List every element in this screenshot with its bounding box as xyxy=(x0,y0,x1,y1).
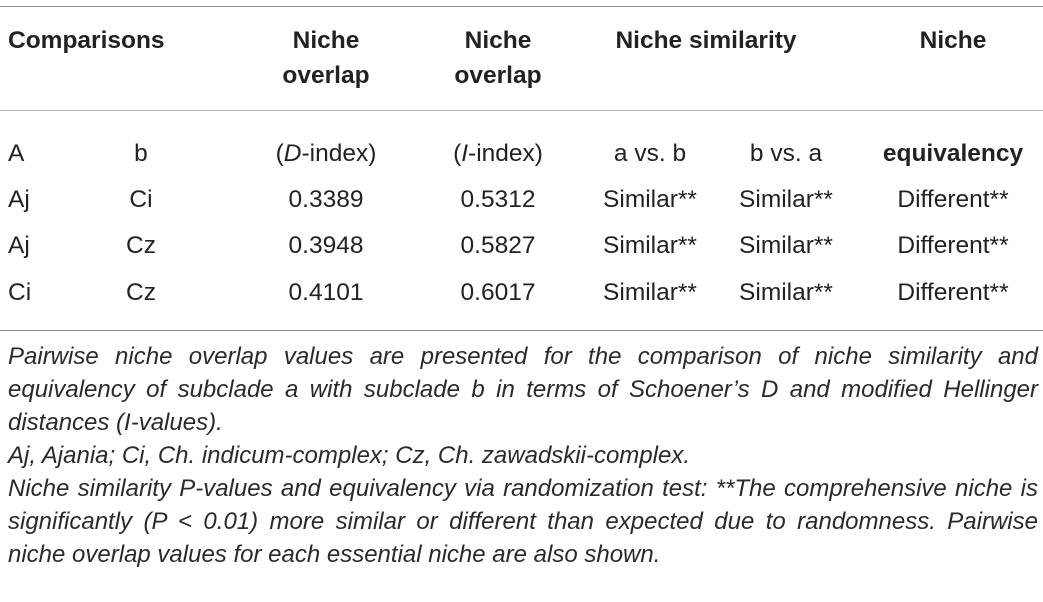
table-row-3-equiv: Different** xyxy=(897,279,1009,306)
subheader-a-vs-b: a vs. b xyxy=(613,140,687,167)
table-row-3-sim-ab: Similar** xyxy=(603,279,697,306)
header-divider xyxy=(0,110,1043,111)
table-row-1-equiv: Different** xyxy=(897,186,1009,213)
table-row-3-d: 0.4101 xyxy=(288,279,364,306)
table-row-2-equiv: Different** xyxy=(897,232,1009,259)
subheader-i-index: (I-index) xyxy=(453,140,543,167)
table-row-2-sim-ab: Similar** xyxy=(603,232,697,259)
subheader-equivalency: equivalency xyxy=(882,140,1024,167)
table-row-2-a: Aj xyxy=(8,232,30,259)
header-d-overlap: Niche overlap xyxy=(282,27,370,89)
table-row-3-a: Ci xyxy=(8,279,32,306)
table-row-2-b: Cz xyxy=(126,232,156,259)
footnote-overlap-description: Pairwise niche overlap values are presen… xyxy=(8,343,1038,436)
table-row-1-sim-ab: Similar** xyxy=(603,186,697,213)
table-row-1-sim-ba: Similar** xyxy=(739,186,833,213)
subheader-b-vs-a: b vs. a xyxy=(749,140,823,167)
table-row-3-sim-ba: Similar** xyxy=(739,279,833,306)
table-row-1-a: Aj xyxy=(8,186,30,213)
table-row-3-b: Cz xyxy=(126,279,156,306)
table-row-2-sim-ba: Similar** xyxy=(739,232,833,259)
table-top-rule xyxy=(0,6,1043,7)
header-niche-equivalency: Niche xyxy=(919,27,987,54)
subheader-a: A xyxy=(8,140,25,167)
header-i-overlap: Niche overlap xyxy=(454,27,542,89)
header-niche-similarity: Niche similarity xyxy=(615,27,797,54)
header-comparisons: Comparisons xyxy=(8,27,165,54)
table-bottom-rule xyxy=(0,330,1043,331)
table-row-1-b: Ci xyxy=(129,186,153,213)
table-footnotes: Pairwise niche overlap values are presen… xyxy=(8,340,1038,571)
table-row-2-d: 0.3948 xyxy=(288,232,364,259)
subheader-b: b xyxy=(134,140,148,167)
footnote-abbreviations: Aj, Ajania; Ci, Ch. indicum-complex; Cz,… xyxy=(8,442,690,469)
table-row-1-d: 0.3389 xyxy=(288,186,364,213)
subheader-d-index: (D-index) xyxy=(275,140,377,167)
table-row-2-i: 0.5827 xyxy=(460,232,536,259)
footnote-significance: Niche similarity P-values and equivalenc… xyxy=(8,475,1038,568)
table-row-3-i: 0.6017 xyxy=(460,279,536,306)
table-row-1-i: 0.5312 xyxy=(460,186,536,213)
